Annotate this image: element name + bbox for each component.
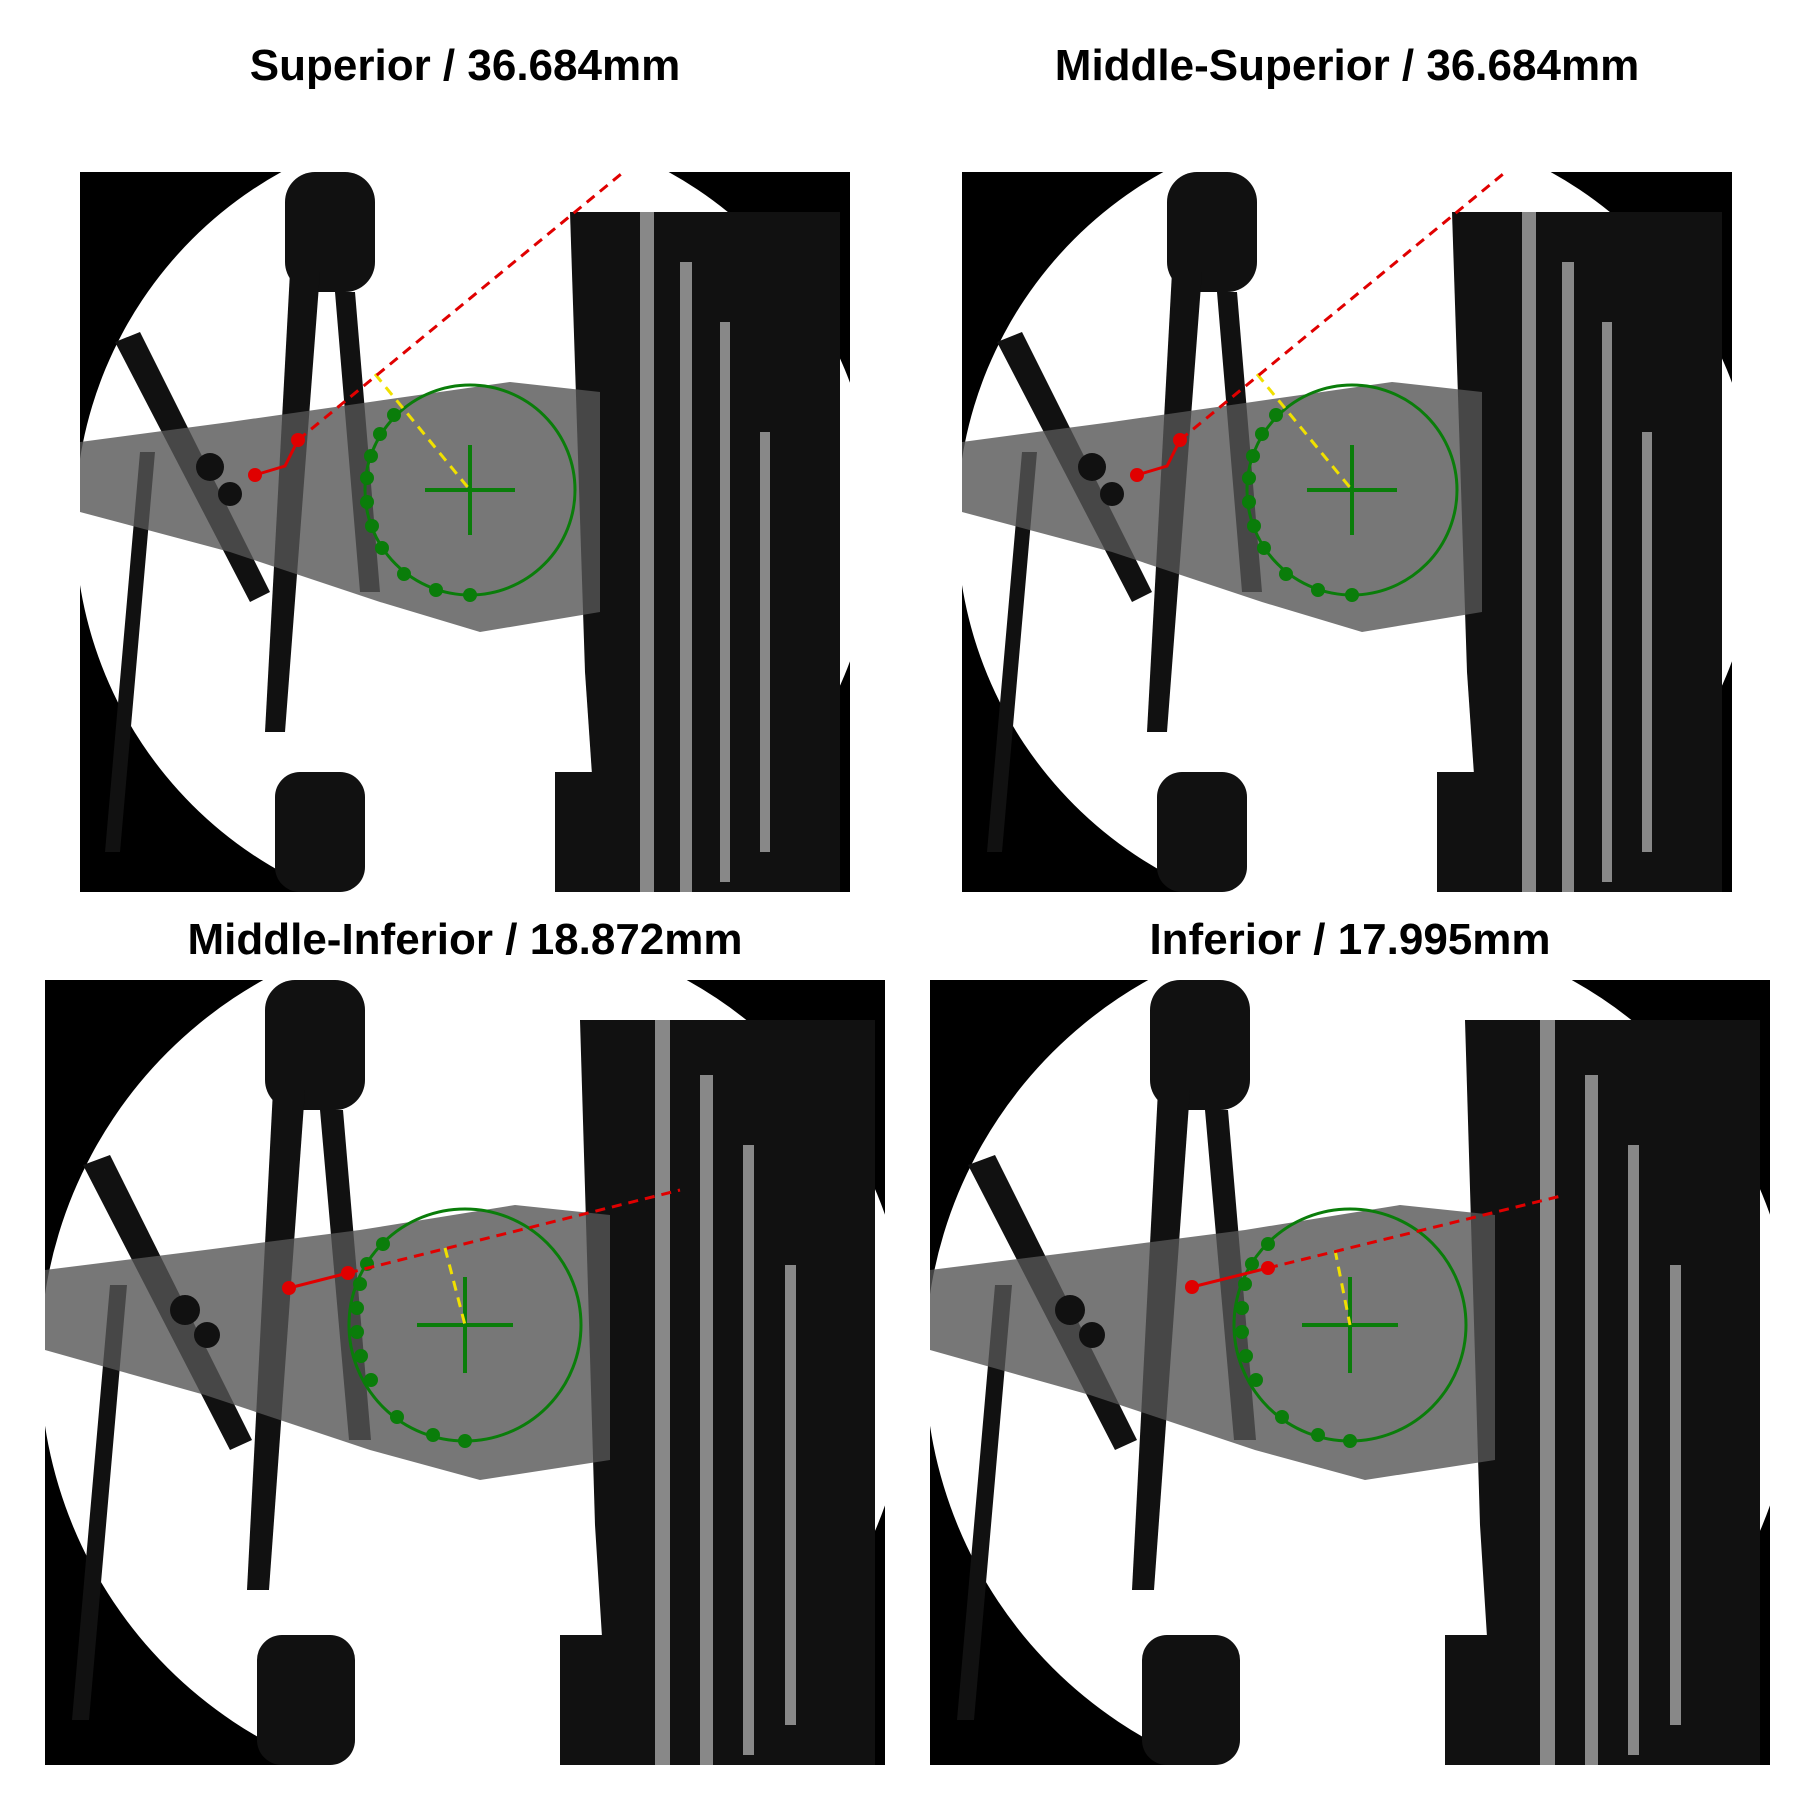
fit-points [360,408,477,602]
soft-tissue [45,1205,610,1480]
panel-title-middle-inferior: Middle-Inferior / 18.872mm [187,915,743,964]
trajectory-points [282,1266,355,1295]
xray-panel-superior [80,172,850,892]
soft-tissue [930,1205,1495,1480]
soft-tissue [962,382,1482,632]
trajectory-line [347,1188,681,1275]
fit-points [1242,408,1359,602]
trajectory-segment [254,439,300,477]
perpendicular-line [1333,1249,1352,1326]
crosshair-icon [417,1277,513,1373]
perpendicular-line [373,373,472,491]
xray-image-inferior [930,980,1770,1765]
rods [655,1020,796,1765]
fit-points [1235,1237,1357,1448]
perpendicular-line [1255,373,1354,491]
fit-points [350,1237,472,1448]
perpendicular-line [443,1247,467,1326]
xray-image-superior [80,172,850,892]
trajectory-points [1130,433,1187,482]
xray-image-middle-superior [962,172,1732,892]
trajectory-points [248,433,305,482]
panel-title-inferior: Inferior / 17.995mm [1149,915,1551,964]
crosshair-icon [1307,445,1397,535]
trajectory-segment [288,1271,349,1290]
xray-panel-middle-inferior [45,980,885,1765]
soft-tissue [80,382,600,632]
panel-title-middle-superior: Middle-Superior / 36.684mm [1054,41,1640,90]
xray-panel-inferior [930,980,1770,1765]
crosshair-icon [425,445,515,535]
panel-title-superior: Superior / 36.684mm [249,41,681,90]
rods [640,212,770,892]
trajectory-segment [1136,439,1182,477]
trajectory-points [1185,1261,1275,1294]
anatomy-silhouettes [105,172,840,892]
xray-image-middle-inferior [45,980,885,1765]
xray-panel-middle-superior [962,172,1732,892]
rods [1522,212,1652,892]
rods [1540,1020,1681,1765]
trajectory-segment [1191,1266,1269,1289]
